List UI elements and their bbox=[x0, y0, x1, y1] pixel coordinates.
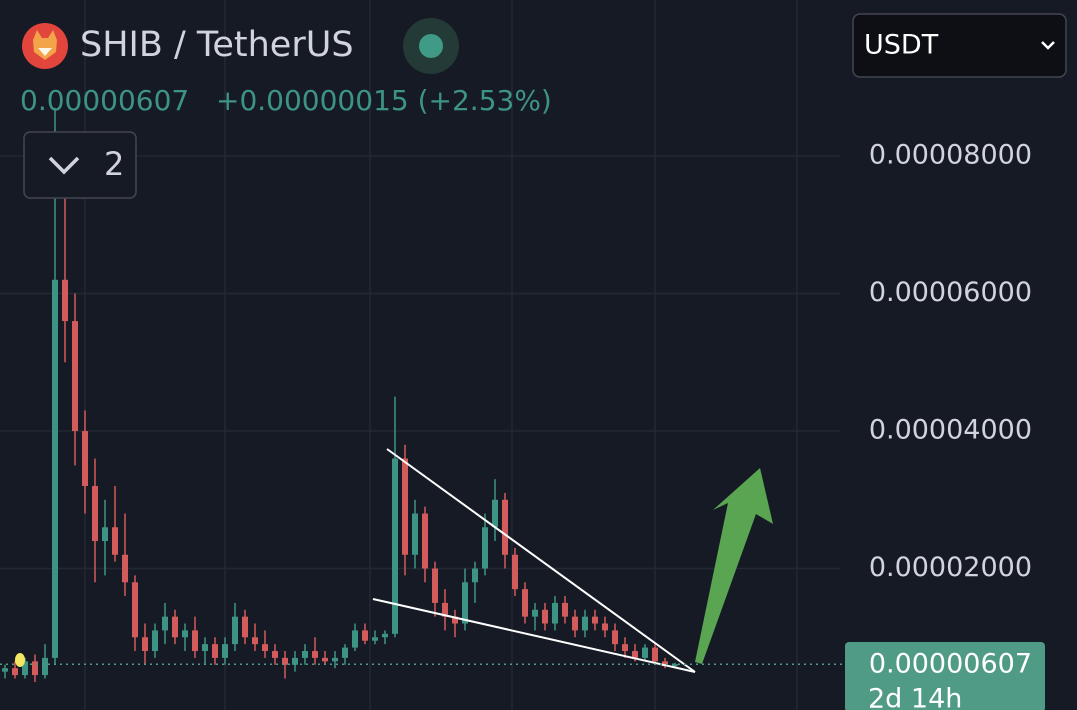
candle-body bbox=[412, 513, 418, 555]
candle-body bbox=[592, 616, 598, 624]
change: +0.00000015 (+2.53%) bbox=[216, 84, 552, 117]
candle-body bbox=[32, 661, 38, 676]
candle-body bbox=[632, 651, 638, 658]
candle-body bbox=[332, 657, 338, 662]
candle-body bbox=[472, 568, 478, 583]
candle-body bbox=[652, 647, 658, 662]
candle-body bbox=[492, 499, 498, 528]
candle-body bbox=[552, 602, 558, 624]
price: 0.00000607 bbox=[20, 84, 189, 117]
candle-body bbox=[172, 616, 178, 638]
symbol: SHIB / TetherUS bbox=[80, 25, 354, 65]
candle-body bbox=[52, 279, 58, 658]
candle-body bbox=[262, 644, 268, 652]
candle-body bbox=[12, 668, 18, 676]
candle-body bbox=[242, 616, 248, 638]
price-tag-bg bbox=[845, 642, 1045, 710]
candle-body bbox=[362, 630, 368, 641]
y-tick-label: 0.00006000 bbox=[869, 277, 1032, 308]
candle-body bbox=[292, 657, 298, 665]
candle-body bbox=[392, 458, 398, 634]
candle-body bbox=[252, 637, 258, 645]
coin-icon-face bbox=[33, 30, 57, 60]
candle-body bbox=[232, 616, 238, 645]
candle-body bbox=[272, 651, 278, 658]
candle-body bbox=[642, 647, 648, 658]
candle-body bbox=[142, 637, 148, 652]
candle-body bbox=[512, 554, 518, 590]
trendline-lower bbox=[372, 598, 696, 673]
candle-body bbox=[192, 630, 198, 652]
candle-body bbox=[352, 630, 358, 648]
candle-body bbox=[212, 644, 218, 658]
candle-body bbox=[572, 616, 578, 631]
candle-body bbox=[202, 644, 208, 652]
candle-body bbox=[532, 609, 538, 617]
candle-body bbox=[502, 499, 508, 555]
candle-body bbox=[542, 609, 548, 624]
currency: USDT bbox=[864, 30, 939, 61]
y-tick-label: 0.00002000 bbox=[869, 552, 1032, 583]
candle-body bbox=[342, 647, 348, 658]
candle-body bbox=[452, 616, 458, 624]
candle-body bbox=[622, 644, 628, 652]
indicator-toggle[interactable] bbox=[23, 131, 137, 199]
candle-body bbox=[162, 616, 168, 631]
candle-body bbox=[72, 321, 78, 432]
candle-body bbox=[612, 630, 618, 645]
candle-body bbox=[432, 568, 438, 603]
candle-body bbox=[182, 630, 188, 638]
candle-body bbox=[462, 582, 468, 624]
dropdown-icon bbox=[1041, 41, 1055, 50]
chevron-icon bbox=[48, 156, 80, 175]
candle-body bbox=[222, 644, 228, 658]
candle-body bbox=[302, 651, 308, 658]
candle-body bbox=[152, 630, 158, 652]
countdown: 2d 14h bbox=[868, 684, 962, 710]
y-tick-label: 0.00008000 bbox=[869, 140, 1032, 171]
candle-body bbox=[672, 664, 678, 667]
candle-body bbox=[482, 527, 488, 569]
candle-body bbox=[112, 527, 118, 555]
candle-body bbox=[372, 637, 378, 641]
grid bbox=[0, 0, 840, 710]
candle-body bbox=[602, 623, 608, 631]
candle-body bbox=[662, 661, 668, 667]
candles bbox=[2, 107, 678, 682]
candle-body bbox=[402, 458, 408, 555]
currency-select[interactable] bbox=[852, 13, 1067, 78]
candle-body bbox=[322, 657, 328, 662]
candle-body bbox=[2, 668, 8, 672]
candle-body bbox=[42, 657, 48, 676]
candle-body bbox=[312, 651, 318, 658]
status-dot bbox=[419, 34, 443, 58]
candle-body bbox=[62, 279, 68, 322]
marker bbox=[15, 653, 25, 667]
candle-body bbox=[442, 602, 448, 617]
candle-body bbox=[422, 513, 428, 569]
y-tick-label: 0.00004000 bbox=[869, 415, 1032, 446]
candle-body bbox=[122, 554, 128, 583]
candle-body bbox=[102, 527, 108, 542]
indicator-count: 2 bbox=[104, 145, 124, 183]
candle-body bbox=[522, 589, 528, 617]
candle-body bbox=[382, 633, 388, 638]
last-price-label: 0.00000607 bbox=[869, 649, 1032, 680]
candle-body bbox=[132, 582, 138, 638]
trendline-upper bbox=[386, 448, 696, 673]
coin-icon-muzzle bbox=[38, 48, 52, 56]
candle-body bbox=[92, 486, 98, 542]
candle-body bbox=[562, 602, 568, 617]
candle-body bbox=[82, 431, 88, 487]
candle-body bbox=[282, 657, 288, 665]
candle-body bbox=[22, 661, 28, 676]
candle-body bbox=[582, 616, 588, 631]
arrow bbox=[695, 468, 773, 664]
price-tag: 0.00000607 2d 14h bbox=[845, 642, 1045, 710]
